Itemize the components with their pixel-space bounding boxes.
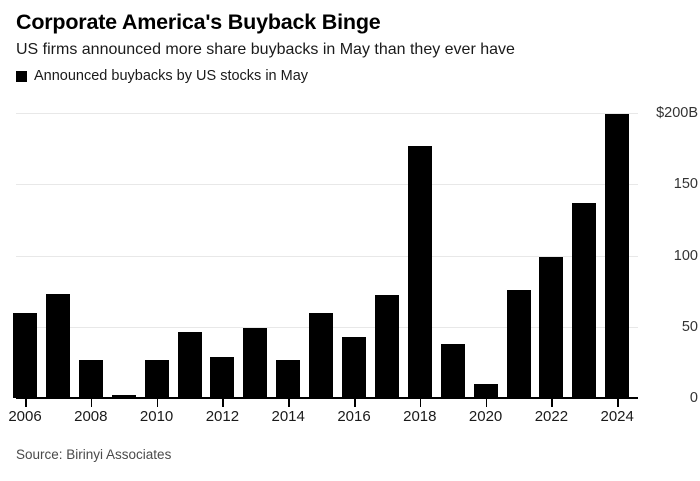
bar-2022 xyxy=(539,256,564,398)
x-axis-tick xyxy=(288,398,290,407)
x-axis-tick xyxy=(485,398,488,407)
gridline xyxy=(16,113,638,114)
bar-2019 xyxy=(440,343,465,398)
x-axis-tick xyxy=(354,398,356,407)
bar-2011 xyxy=(177,332,202,398)
legend-swatch-icon xyxy=(16,70,27,82)
x-axis-tick-label: 2012 xyxy=(205,408,240,425)
bar-2009 xyxy=(111,395,136,398)
x-axis-tick xyxy=(25,398,27,407)
y-axis-tick-label: 0 xyxy=(689,390,698,406)
x-axis-line xyxy=(16,397,638,399)
bar-2020 xyxy=(473,383,498,398)
x-axis-tick-label: 2008 xyxy=(74,408,108,425)
bar-2016 xyxy=(342,336,366,398)
x-axis-tick xyxy=(222,398,224,407)
x-axis-tick-label: 2020 xyxy=(468,408,503,425)
x-axis: 2006 2008 2010 2012 2014 2016 2018 2020 2022 2024 xyxy=(0,398,700,438)
y-axis-tick-label: 50 xyxy=(681,318,698,335)
gridline xyxy=(16,255,638,257)
plot-area xyxy=(13,113,638,398)
x-axis-tick-label: 2022 xyxy=(534,408,569,425)
x-axis-tick-label: 2006 xyxy=(8,408,42,425)
bar-2014 xyxy=(276,359,301,398)
x-axis-tick-label: 2018 xyxy=(403,408,437,425)
bar-2007 xyxy=(45,293,70,398)
source-note: Source: Birinyi Associates xyxy=(16,447,172,462)
page-title: Corporate America's Buyback Binge xyxy=(16,10,381,34)
y-axis-tick-label: $200B xyxy=(656,105,698,121)
bar-2008 xyxy=(78,359,103,398)
x-axis-tick xyxy=(617,398,619,407)
bar-2010 xyxy=(144,359,169,398)
chart-header: Corporate America's Buyback Binge US fir… xyxy=(16,10,684,83)
bar-2006 xyxy=(13,312,37,398)
y-axis-tick-label: 100 xyxy=(673,247,698,264)
y-axis-tick-label: 150 xyxy=(673,176,698,193)
legend-item-label: Announced buybacks by US stocks in May xyxy=(34,67,309,84)
bar-2012 xyxy=(210,356,235,398)
x-axis-tick xyxy=(90,398,93,407)
x-axis-tick xyxy=(156,398,159,407)
bar-2021 xyxy=(506,289,531,398)
bar-2023 xyxy=(572,202,597,398)
x-axis-tick-label: 2014 xyxy=(271,408,305,425)
bar-2024 xyxy=(605,114,630,398)
gridline xyxy=(16,184,638,186)
chart-legend: Announced buybacks by US stocks in May xyxy=(16,69,684,84)
chart-subtitle: US firms announced more share buybacks i… xyxy=(16,40,515,58)
bar-2017 xyxy=(374,295,399,398)
bar-2013 xyxy=(243,328,268,398)
x-axis-tick-label: 2016 xyxy=(337,408,371,425)
bar-2018 xyxy=(407,145,432,398)
x-axis-tick-label: 2024 xyxy=(600,408,634,425)
bar-2015 xyxy=(309,312,334,398)
x-axis-tick-label: 2010 xyxy=(139,408,174,425)
y-axis: 0 50 100 150 $200B xyxy=(640,0,700,481)
x-axis-tick xyxy=(551,398,553,407)
x-axis-tick xyxy=(419,398,422,407)
